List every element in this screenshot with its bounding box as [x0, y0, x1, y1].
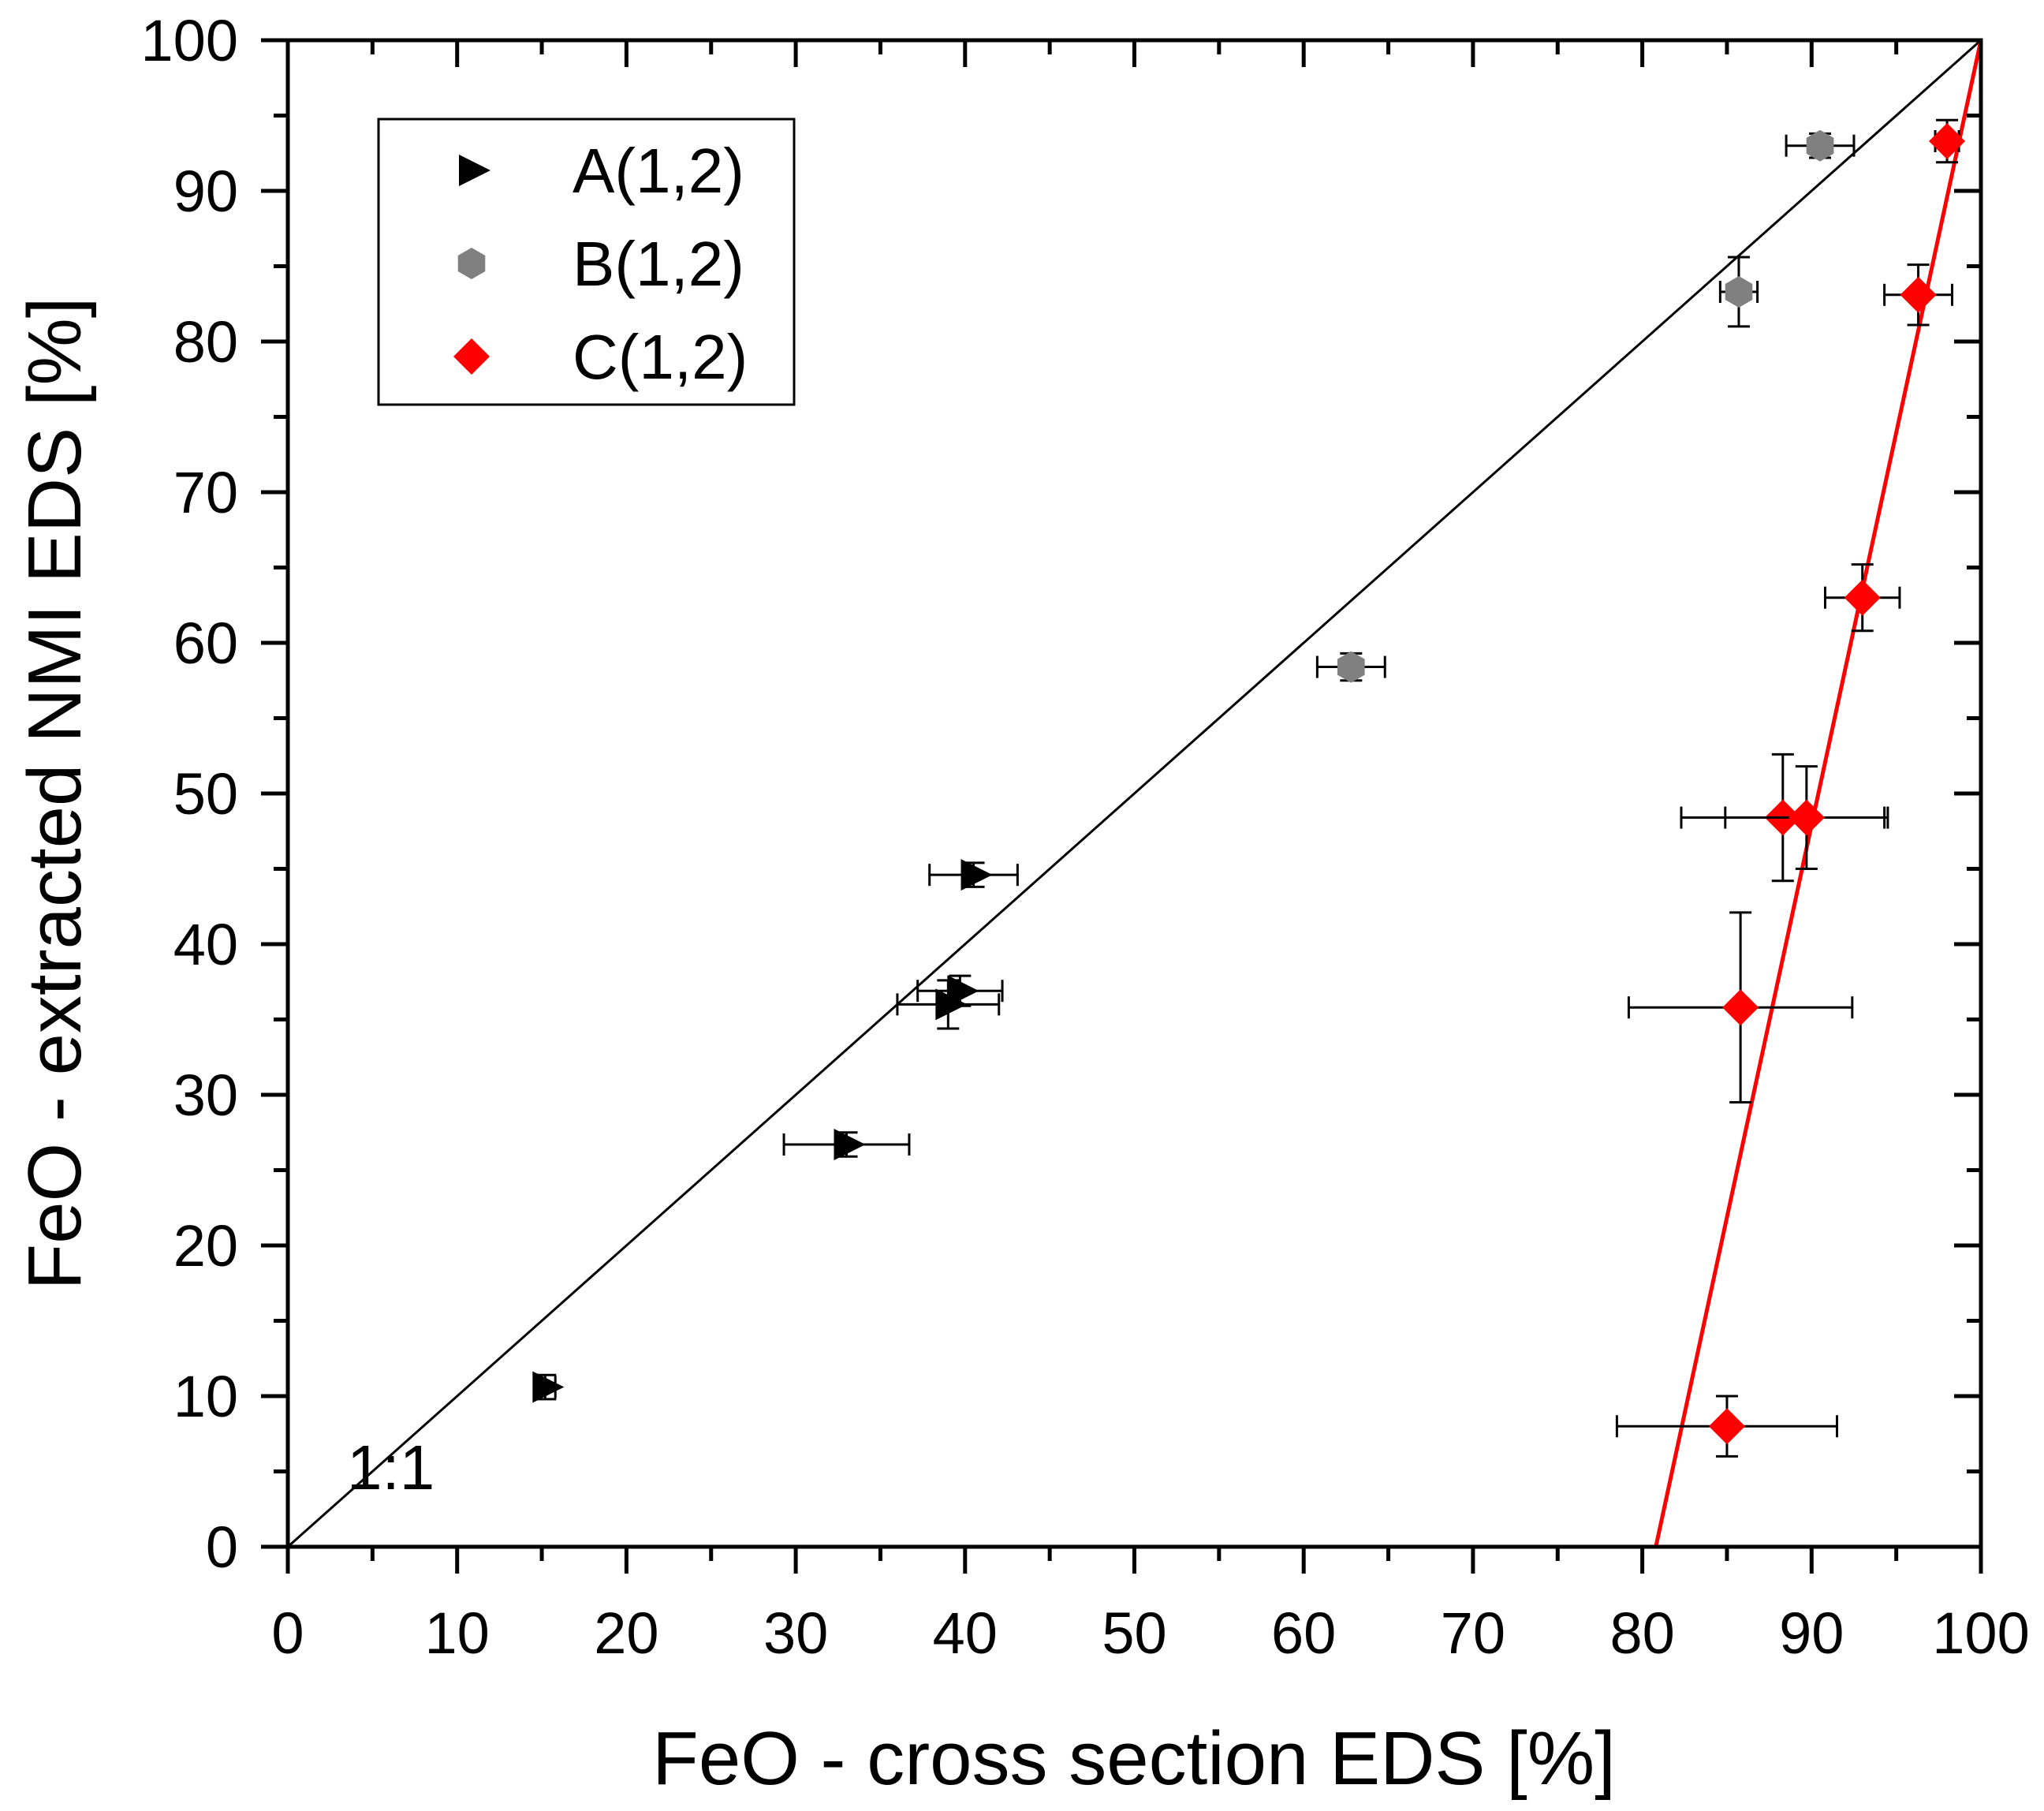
data-point-c	[1900, 276, 1937, 313]
x-tick-label: 20	[594, 1600, 658, 1666]
x-tick-label: 30	[763, 1600, 828, 1666]
x-tick-label: 80	[1609, 1600, 1674, 1666]
legend-marker-a	[459, 155, 490, 186]
data-point-c	[1708, 1408, 1745, 1445]
y-tick-label: 100	[141, 8, 238, 73]
ticks-layer	[261, 38, 1983, 1574]
series-a	[532, 859, 1019, 1403]
c-fit-line	[1654, 40, 1981, 1547]
y-tick-label: 20	[173, 1213, 238, 1279]
y-tick-label: 0	[206, 1514, 238, 1580]
x-tick-label: 10	[425, 1600, 490, 1666]
legend-box	[377, 118, 796, 406]
one-to-one-label: 1:1	[347, 1432, 435, 1503]
legend-marker-b	[457, 248, 486, 279]
data-point-a	[834, 1129, 866, 1161]
data-point-b	[1806, 129, 1834, 162]
data-point-c	[1929, 122, 1966, 159]
y-axis-title: FeO - extracted NMI EDS [%]	[13, 297, 97, 1290]
x-tick-label: 50	[1102, 1600, 1166, 1666]
x-tick-label: 60	[1271, 1600, 1336, 1666]
series-b	[1315, 129, 1856, 683]
legend-label: C(1,2)	[573, 322, 748, 392]
one-to-one-line	[288, 40, 1981, 1547]
points-layer	[532, 118, 1966, 1458]
x-tick-label: 70	[1441, 1600, 1505, 1666]
series-c	[1615, 118, 1966, 1458]
y-tick-label: 40	[173, 912, 238, 977]
legend-label: B(1,2)	[573, 229, 744, 299]
legend-marker-c	[453, 338, 490, 375]
data-point-a	[960, 859, 993, 891]
legend-label: A(1,2)	[573, 136, 744, 206]
data-point-a	[947, 975, 979, 1007]
y-tick-label: 80	[173, 309, 238, 375]
data-point-a	[532, 1371, 565, 1403]
data-point-c	[1722, 989, 1759, 1026]
x-tick-label: 0	[271, 1600, 304, 1666]
x-tick-label: 90	[1779, 1600, 1844, 1666]
y-tick-label: 70	[173, 460, 238, 525]
y-tick-label: 50	[173, 761, 238, 827]
y-tick-label: 60	[173, 611, 238, 676]
data-point-c	[1788, 799, 1825, 836]
legend: A(1,2) B(1,2) C(1,2)	[377, 118, 796, 406]
tick-labels-layer: 0 10 20 30 40 50 60 70 80 90 100 0 10 20 30 40 50 60 70 80 9…	[141, 8, 2030, 1666]
x-tick-label: 100	[1932, 1600, 2029, 1666]
legend-items: A(1,2) B(1,2) C(1,2)	[453, 136, 748, 392]
x-axis-title: FeO - cross section EDS [%]	[652, 1716, 1616, 1801]
data-point-b	[1725, 276, 1753, 308]
y-tick-label: 30	[173, 1062, 238, 1128]
y-tick-label: 90	[173, 159, 238, 224]
y-tick-label: 10	[173, 1364, 238, 1429]
data-point-b	[1337, 651, 1365, 683]
x-tick-label: 40	[933, 1600, 998, 1666]
data-point-c	[1844, 579, 1881, 616]
